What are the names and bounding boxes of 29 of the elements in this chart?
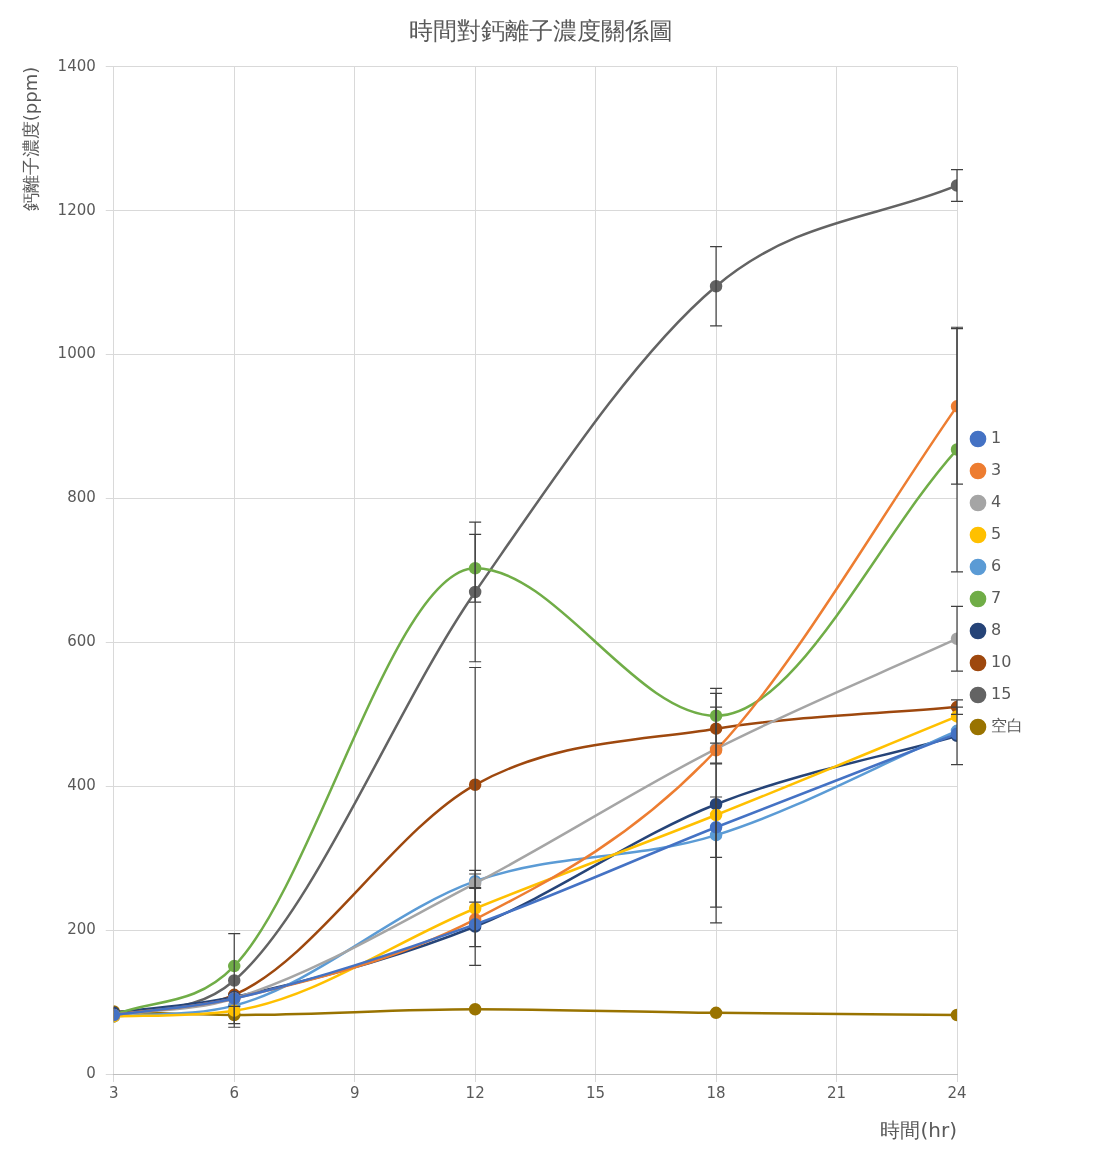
legend-label: 3 bbox=[991, 460, 1002, 480]
y-tick-label: 600 bbox=[67, 632, 96, 651]
x-axis-title: 時間(hr) bbox=[880, 1118, 957, 1143]
x-tick-label: 12 bbox=[465, 1083, 485, 1102]
y-tick-label: 1000 bbox=[57, 344, 96, 363]
legend-label: 空白 bbox=[991, 716, 1023, 736]
legend-label: 1 bbox=[991, 428, 1002, 448]
x-tick-label: 6 bbox=[229, 1083, 240, 1102]
x-tick-label: 24 bbox=[947, 1083, 967, 1102]
y-tick-label: 200 bbox=[67, 920, 96, 938]
y-tick-label: 800 bbox=[67, 488, 96, 507]
x-tick-label: 15 bbox=[586, 1083, 606, 1102]
x-tick-label: 18 bbox=[706, 1083, 726, 1102]
y-tick-label: 400 bbox=[67, 776, 96, 795]
legend-label: 15 bbox=[991, 684, 1012, 704]
legend-label: 6 bbox=[991, 556, 1002, 576]
y-tick-label: 1200 bbox=[57, 200, 96, 219]
legend-label: 10 bbox=[991, 652, 1012, 672]
x-tick-label: 21 bbox=[826, 1083, 847, 1102]
x-tick-label: 3 bbox=[109, 1083, 119, 1102]
y-axis-title: 鈣離子濃度(ppm) bbox=[20, 66, 42, 212]
x-tick-label: 9 bbox=[349, 1083, 360, 1102]
legend-label: 8 bbox=[991, 620, 1002, 640]
legend-label: 7 bbox=[991, 588, 1002, 608]
y-tick-label: 0 bbox=[86, 1063, 96, 1082]
legend-label: 4 bbox=[991, 492, 1002, 512]
legend-label: 5 bbox=[991, 524, 1002, 544]
chart-title: 時間對鈣離子濃度關係圖 bbox=[408, 16, 673, 45]
y-tick-label: 1400 bbox=[57, 56, 96, 75]
